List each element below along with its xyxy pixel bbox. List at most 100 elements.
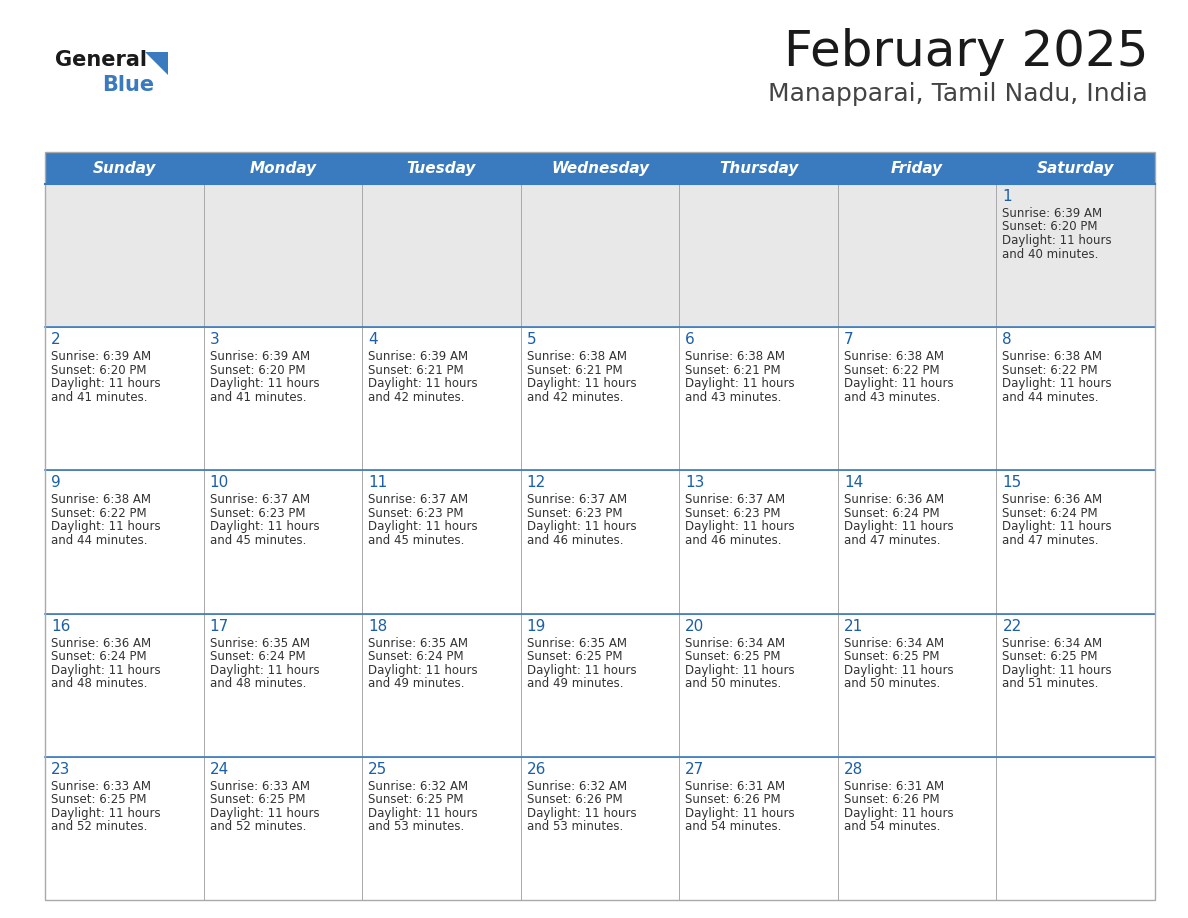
Text: 26: 26 [526,762,546,777]
Text: Sunrise: 6:39 AM: Sunrise: 6:39 AM [368,350,468,364]
Text: Daylight: 11 hours: Daylight: 11 hours [526,807,637,820]
Bar [997,613,1155,756]
Text: Daylight: 11 hours: Daylight: 11 hours [843,664,954,677]
Text: 14: 14 [843,476,864,490]
Text: Sunset: 6:25 PM: Sunset: 6:25 PM [685,650,781,663]
Bar [45,152,1155,900]
Text: Sunrise: 6:38 AM: Sunrise: 6:38 AM [685,350,785,364]
Text: Sunrise: 6:35 AM: Sunrise: 6:35 AM [209,636,310,650]
Text: Sunset: 6:26 PM: Sunset: 6:26 PM [526,793,623,806]
Text: and 49 minutes.: and 49 minutes. [526,677,624,690]
Text: and 50 minutes.: and 50 minutes. [843,677,940,690]
Bar [838,184,997,327]
Text: and 40 minutes.: and 40 minutes. [1003,248,1099,261]
Text: Sunset: 6:21 PM: Sunset: 6:21 PM [368,364,463,376]
Text: Sunrise: 6:32 AM: Sunrise: 6:32 AM [526,779,627,793]
Bar [203,470,362,613]
Text: Wednesday: Wednesday [551,161,649,175]
Bar [680,470,838,613]
Bar [680,184,838,327]
Text: Sunrise: 6:38 AM: Sunrise: 6:38 AM [526,350,627,364]
Text: and 54 minutes.: and 54 minutes. [843,821,940,834]
Bar [520,756,680,900]
Text: Daylight: 11 hours: Daylight: 11 hours [843,377,954,390]
Text: General: General [55,50,147,70]
Text: Sunset: 6:24 PM: Sunset: 6:24 PM [843,507,940,520]
Text: Tuesday: Tuesday [406,161,476,175]
Text: Sunset: 6:23 PM: Sunset: 6:23 PM [685,507,781,520]
Text: and 51 minutes.: and 51 minutes. [1003,677,1099,690]
Text: 21: 21 [843,619,864,633]
Text: and 43 minutes.: and 43 minutes. [685,391,782,404]
Text: 20: 20 [685,619,704,633]
Text: Blue: Blue [102,75,154,95]
Text: Daylight: 11 hours: Daylight: 11 hours [368,521,478,533]
Text: Sunrise: 6:39 AM: Sunrise: 6:39 AM [209,350,310,364]
Bar [997,327,1155,470]
Bar [45,152,1155,184]
Text: Daylight: 11 hours: Daylight: 11 hours [1003,234,1112,247]
Text: and 48 minutes.: and 48 minutes. [209,677,307,690]
Text: 25: 25 [368,762,387,777]
Text: Daylight: 11 hours: Daylight: 11 hours [1003,377,1112,390]
Text: Daylight: 11 hours: Daylight: 11 hours [209,664,320,677]
Text: and 45 minutes.: and 45 minutes. [368,534,465,547]
Bar [680,327,838,470]
Bar [45,184,203,327]
Text: Sunset: 6:21 PM: Sunset: 6:21 PM [685,364,781,376]
Text: Friday: Friday [891,161,943,175]
Text: 3: 3 [209,332,220,347]
Text: Sunrise: 6:33 AM: Sunrise: 6:33 AM [51,779,151,793]
Bar [838,613,997,756]
Text: Sunset: 6:24 PM: Sunset: 6:24 PM [368,650,463,663]
Text: Daylight: 11 hours: Daylight: 11 hours [526,377,637,390]
Text: Daylight: 11 hours: Daylight: 11 hours [368,664,478,677]
Text: Sunrise: 6:38 AM: Sunrise: 6:38 AM [1003,350,1102,364]
Text: Sunset: 6:20 PM: Sunset: 6:20 PM [51,364,146,376]
Text: and 45 minutes.: and 45 minutes. [209,534,307,547]
Text: Daylight: 11 hours: Daylight: 11 hours [685,664,795,677]
Text: Sunrise: 6:39 AM: Sunrise: 6:39 AM [51,350,151,364]
Text: Sunset: 6:21 PM: Sunset: 6:21 PM [526,364,623,376]
Bar [838,756,997,900]
Text: Daylight: 11 hours: Daylight: 11 hours [368,377,478,390]
Text: Sunrise: 6:36 AM: Sunrise: 6:36 AM [843,493,944,507]
Text: and 53 minutes.: and 53 minutes. [526,821,623,834]
Text: and 46 minutes.: and 46 minutes. [685,534,782,547]
Bar [45,470,203,613]
Text: 9: 9 [51,476,61,490]
Bar [520,327,680,470]
Text: 2: 2 [51,332,61,347]
Bar [680,613,838,756]
Text: Sunrise: 6:36 AM: Sunrise: 6:36 AM [51,636,151,650]
Text: Sunset: 6:20 PM: Sunset: 6:20 PM [1003,220,1098,233]
Bar [680,756,838,900]
Text: 5: 5 [526,332,536,347]
Text: Saturday: Saturday [1037,161,1114,175]
Text: Sunset: 6:25 PM: Sunset: 6:25 PM [368,793,463,806]
Text: Daylight: 11 hours: Daylight: 11 hours [526,664,637,677]
Text: Sunrise: 6:31 AM: Sunrise: 6:31 AM [685,779,785,793]
Text: Sunset: 6:25 PM: Sunset: 6:25 PM [843,650,940,663]
Text: and 53 minutes.: and 53 minutes. [368,821,465,834]
Bar [997,184,1155,327]
Text: Sunrise: 6:32 AM: Sunrise: 6:32 AM [368,779,468,793]
Text: 12: 12 [526,476,546,490]
Text: Sunrise: 6:33 AM: Sunrise: 6:33 AM [209,779,310,793]
Text: Daylight: 11 hours: Daylight: 11 hours [685,807,795,820]
Text: and 44 minutes.: and 44 minutes. [51,534,147,547]
Text: Sunrise: 6:34 AM: Sunrise: 6:34 AM [1003,636,1102,650]
Text: Sunset: 6:25 PM: Sunset: 6:25 PM [1003,650,1098,663]
Text: Sunset: 6:20 PM: Sunset: 6:20 PM [209,364,305,376]
Text: Daylight: 11 hours: Daylight: 11 hours [51,521,160,533]
Text: 15: 15 [1003,476,1022,490]
Text: Sunset: 6:24 PM: Sunset: 6:24 PM [209,650,305,663]
Text: Daylight: 11 hours: Daylight: 11 hours [209,521,320,533]
Text: 13: 13 [685,476,704,490]
Bar [997,756,1155,900]
Text: Sunset: 6:25 PM: Sunset: 6:25 PM [526,650,623,663]
Text: Sunrise: 6:37 AM: Sunrise: 6:37 AM [685,493,785,507]
Text: 27: 27 [685,762,704,777]
Bar [203,327,362,470]
Text: Sunday: Sunday [93,161,156,175]
